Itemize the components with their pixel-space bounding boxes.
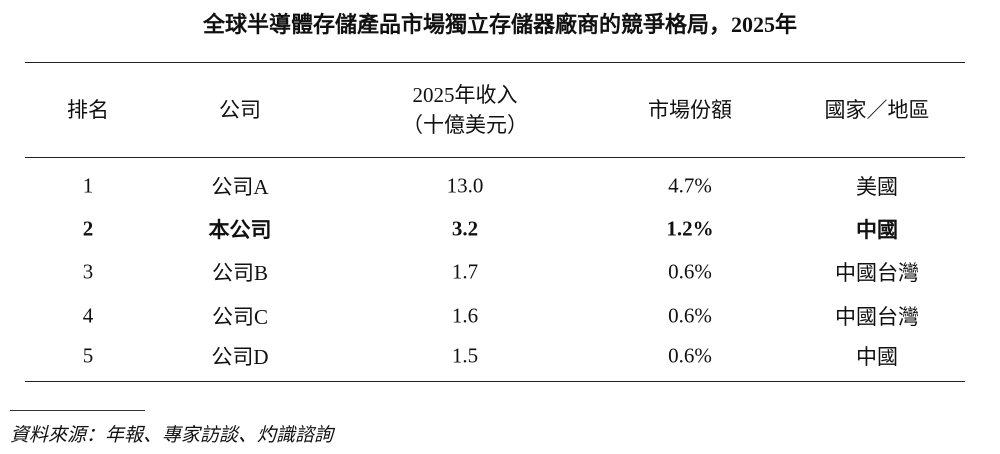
rule: [25, 381, 965, 382]
source: 資料來源：年報、專家訪談、灼識諮詢: [10, 425, 334, 446]
cell: 中國台灣: [835, 305, 919, 329]
header-line: 2025年收入: [412, 83, 518, 107]
cell: 1.7: [451, 259, 479, 284]
cell: 1: [82, 173, 94, 198]
cell: 5: [82, 343, 94, 368]
rule: [10, 410, 145, 411]
cell: 13.0: [446, 173, 484, 198]
cell: 公司B: [211, 261, 269, 285]
cell: 中國: [856, 345, 898, 369]
cell: 中國: [856, 218, 898, 242]
cell: 4.7%: [668, 173, 712, 198]
title: 全球半導體存儲產品市場獨立存儲器廠商的競爭格局，2025年: [202, 12, 798, 37]
cell: 美國: [856, 175, 898, 199]
cell: 1.2%: [666, 216, 714, 241]
rule: [25, 157, 965, 158]
header-cell: 市場份額: [648, 98, 732, 122]
cell: 本公司: [208, 218, 272, 242]
header-cell: 國家／地區: [824, 98, 930, 122]
header-cell: 公司: [219, 98, 261, 122]
cell: 公司C: [211, 305, 269, 329]
cell: 3.2: [451, 216, 479, 241]
cell: 公司A: [211, 175, 269, 199]
rule: [25, 62, 965, 63]
cell: 中國台灣: [835, 261, 919, 285]
cell: 3: [82, 259, 94, 284]
cell: 4: [82, 303, 94, 328]
header-line: （十億美元）: [402, 113, 528, 137]
cell: 0.6%: [668, 303, 712, 328]
cell: 公司D: [211, 345, 269, 369]
header-cell: 排名: [67, 98, 109, 122]
cell: 0.6%: [668, 259, 712, 284]
cell: 2: [82, 216, 94, 241]
header-cell: 2025年收入 （十億美元）: [402, 80, 528, 140]
cell: 1.5: [451, 343, 479, 368]
cell: 1.6: [451, 303, 479, 328]
cell: 0.6%: [668, 343, 712, 368]
